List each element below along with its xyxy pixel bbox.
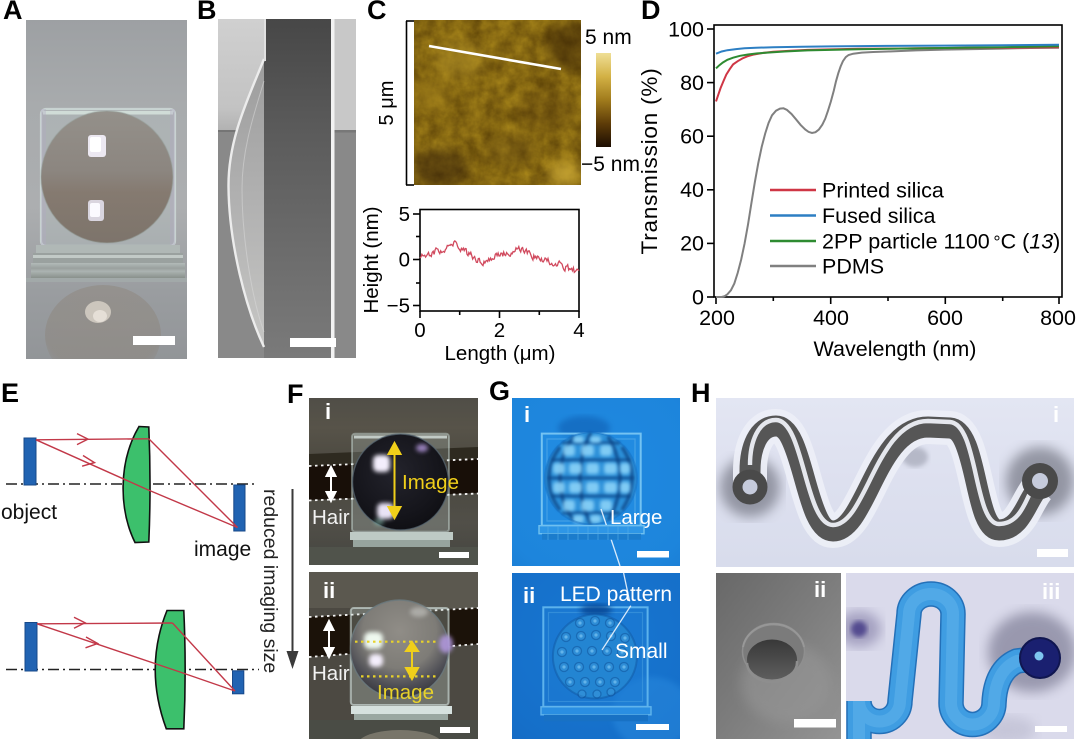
- svg-text:Transmission (%): Transmission (%): [640, 68, 662, 255]
- svg-text:600: 600: [927, 306, 963, 330]
- svg-text:Hair: Hair: [312, 506, 350, 529]
- svg-text:LED pattern: LED pattern: [560, 583, 672, 606]
- svg-text:iii: iii: [1042, 579, 1060, 604]
- svg-text:Large: Large: [610, 506, 662, 529]
- svg-text:Small: Small: [615, 640, 668, 663]
- svg-text:Length (μm): Length (μm): [445, 342, 556, 365]
- svg-text:ii: ii: [523, 583, 535, 608]
- svg-text:ii: ii: [323, 578, 335, 603]
- svg-text:60: 60: [680, 125, 704, 149]
- svg-text:Hair: Hair: [312, 662, 350, 685]
- svg-text:ii: ii: [814, 577, 826, 602]
- svg-text:Image: Image: [377, 681, 434, 704]
- svg-text:i: i: [1053, 402, 1059, 427]
- svg-text:i: i: [325, 399, 331, 424]
- svg-text:4: 4: [573, 319, 584, 342]
- svg-text:0: 0: [414, 319, 425, 342]
- svg-text:5 nm: 5 nm: [585, 26, 632, 49]
- svg-text:Height (nm): Height (nm): [360, 206, 383, 313]
- svg-text:image: image: [194, 538, 251, 561]
- svg-text:5 μm: 5 μm: [376, 81, 398, 126]
- svg-text:Printed silica: Printed silica: [822, 179, 944, 203]
- svg-text:Fused silica: Fused silica: [822, 204, 936, 228]
- svg-text:2PP particle 1100 °C (13): 2PP particle 1100 °C (13): [822, 230, 1060, 254]
- svg-text:800: 800: [1040, 306, 1076, 330]
- svg-text:PDMS: PDMS: [822, 255, 884, 279]
- svg-text:−5 nm: −5 nm: [581, 153, 640, 176]
- svg-text:object: object: [1, 501, 57, 524]
- svg-text:80: 80: [680, 71, 704, 95]
- svg-text:40: 40: [680, 178, 704, 202]
- svg-text:400: 400: [813, 306, 849, 330]
- svg-text:−5: −5: [387, 295, 410, 318]
- svg-text:200: 200: [699, 306, 735, 330]
- svg-text:2: 2: [494, 319, 505, 342]
- svg-text:20: 20: [680, 232, 704, 256]
- svg-text:5: 5: [399, 203, 410, 226]
- svg-text:0: 0: [399, 249, 410, 272]
- svg-text:i: i: [524, 402, 530, 427]
- svg-text:Wavelength (nm): Wavelength (nm): [814, 337, 977, 361]
- svg-text:Image: Image: [402, 471, 459, 494]
- svg-text:0: 0: [692, 286, 704, 310]
- svg-text:100: 100: [668, 18, 704, 42]
